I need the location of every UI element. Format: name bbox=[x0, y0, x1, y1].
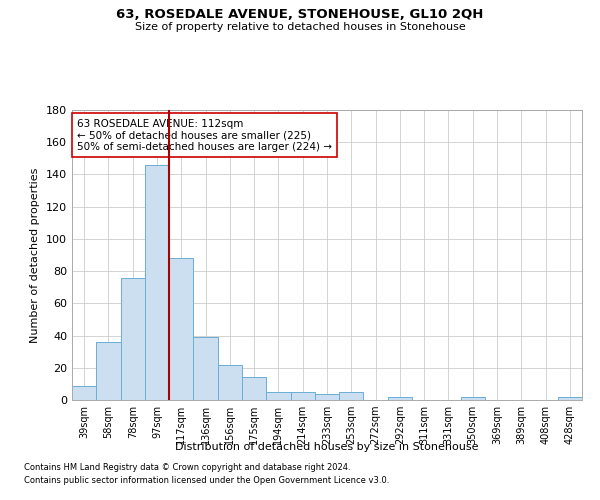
Bar bbox=[96, 342, 121, 400]
Bar bbox=[266, 392, 290, 400]
Text: 63, ROSEDALE AVENUE, STONEHOUSE, GL10 2QH: 63, ROSEDALE AVENUE, STONEHOUSE, GL10 2Q… bbox=[116, 8, 484, 20]
Bar bbox=[339, 392, 364, 400]
Y-axis label: Number of detached properties: Number of detached properties bbox=[31, 168, 40, 342]
Text: Contains HM Land Registry data © Crown copyright and database right 2024.: Contains HM Land Registry data © Crown c… bbox=[24, 464, 350, 472]
Text: Contains public sector information licensed under the Open Government Licence v3: Contains public sector information licen… bbox=[24, 476, 389, 485]
Bar bbox=[242, 378, 266, 400]
Bar bbox=[169, 258, 193, 400]
Bar bbox=[315, 394, 339, 400]
Bar bbox=[218, 364, 242, 400]
Text: 63 ROSEDALE AVENUE: 112sqm
← 50% of detached houses are smaller (225)
50% of sem: 63 ROSEDALE AVENUE: 112sqm ← 50% of deta… bbox=[77, 118, 332, 152]
Bar bbox=[558, 397, 582, 400]
Bar bbox=[145, 165, 169, 400]
Bar bbox=[290, 392, 315, 400]
Text: Size of property relative to detached houses in Stonehouse: Size of property relative to detached ho… bbox=[134, 22, 466, 32]
Bar bbox=[121, 278, 145, 400]
Bar bbox=[72, 386, 96, 400]
Bar bbox=[461, 397, 485, 400]
Bar bbox=[388, 397, 412, 400]
Bar bbox=[193, 337, 218, 400]
Text: Distribution of detached houses by size in Stonehouse: Distribution of detached houses by size … bbox=[175, 442, 479, 452]
